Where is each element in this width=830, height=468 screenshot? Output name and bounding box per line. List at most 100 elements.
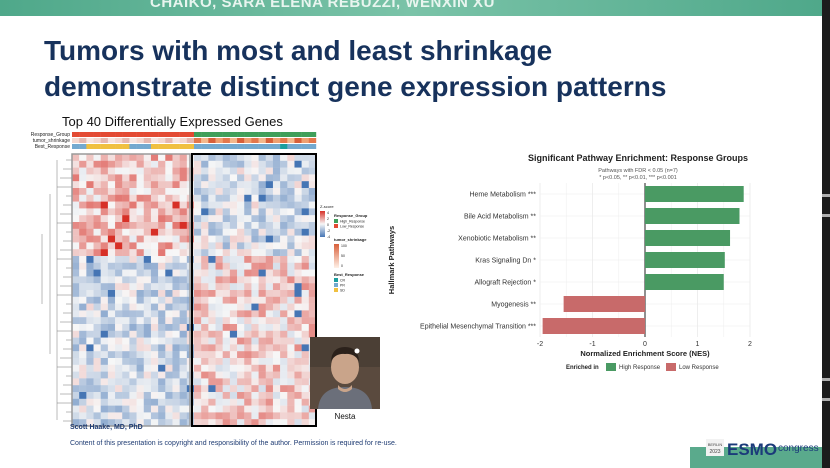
heatmap-cell xyxy=(136,262,144,270)
heatmap-cell xyxy=(251,337,259,345)
heatmap-cell xyxy=(129,154,137,161)
heatmap-cell xyxy=(122,398,130,406)
best-response-cell xyxy=(301,144,310,149)
heatmap-cell xyxy=(79,330,87,338)
heatmap-cell xyxy=(272,317,281,325)
heatmap-cell xyxy=(258,160,266,168)
heatmap-cell xyxy=(143,364,152,372)
heatmap-cell xyxy=(280,154,288,161)
heatmap-cell xyxy=(150,412,159,420)
heatmap-cell xyxy=(115,181,123,189)
heatmap-cell xyxy=(179,167,188,175)
heatmap-cell xyxy=(172,344,180,352)
heatmap-cell xyxy=(237,330,245,338)
legend-zscore-tick: -2 xyxy=(327,229,330,233)
heatmap-cell xyxy=(79,378,87,386)
heatmap-cell xyxy=(280,215,288,223)
heatmap-cell xyxy=(115,405,123,413)
heatmap-cell xyxy=(237,303,245,311)
heatmap-cell xyxy=(72,235,80,243)
heatmap-cell xyxy=(194,310,202,318)
heatmap-cell xyxy=(201,167,209,175)
best-response-cell xyxy=(136,144,144,149)
heatmap-cell xyxy=(222,201,231,209)
heatmap-cell xyxy=(301,412,310,420)
heatmap-cell xyxy=(244,188,252,195)
heatmap-cell xyxy=(208,364,216,372)
heatmap-cell xyxy=(122,324,130,331)
heatmap-cell xyxy=(244,160,252,168)
heatmap-cell xyxy=(287,154,295,161)
heatmap-cell xyxy=(287,419,295,427)
heatmap-cell xyxy=(222,317,231,325)
heatmap-cell xyxy=(100,174,109,182)
heatmap-cell xyxy=(229,269,238,277)
heatmap-cell xyxy=(208,154,216,161)
heatmap-cell xyxy=(287,228,295,236)
heatmap-cell xyxy=(158,344,166,352)
heatmap-cell xyxy=(265,385,274,393)
heatmap-cell xyxy=(72,303,80,311)
heatmap-cell xyxy=(107,371,116,379)
heatmap-cell xyxy=(172,290,180,297)
heatmap-cell xyxy=(301,256,310,263)
heatmap-cell xyxy=(229,419,238,427)
tumor-shrinkage-cell xyxy=(143,138,152,143)
heatmap-cell xyxy=(208,249,216,257)
heatmap-cell xyxy=(143,283,152,291)
heatmap-cell xyxy=(172,358,180,365)
heatmap-cell xyxy=(301,160,310,168)
heatmap-cell xyxy=(287,262,295,270)
heatmap-cell xyxy=(150,303,159,311)
heatmap-cell xyxy=(237,235,245,243)
heatmap-cell xyxy=(287,337,295,345)
heatmap-cell xyxy=(143,276,152,284)
heatmap-cell xyxy=(280,364,288,372)
heatmap-cell xyxy=(194,324,202,331)
heatmap-cell xyxy=(194,222,202,229)
heatmap-cell xyxy=(237,154,245,161)
heatmap-cell xyxy=(93,310,101,318)
heatmap-cell xyxy=(258,167,266,175)
heatmap-cell xyxy=(244,303,252,311)
heatmap-cell xyxy=(86,303,94,311)
heatmap-cell xyxy=(79,174,87,182)
heatmap-cell xyxy=(129,249,137,257)
heatmap-cell xyxy=(251,344,259,352)
heatmap-cell xyxy=(237,201,245,209)
heatmap-cell xyxy=(115,228,123,236)
heatmap-cell xyxy=(115,262,123,270)
heatmap-cell xyxy=(222,296,231,304)
heatmap-cell xyxy=(215,392,223,399)
heatmap-cell xyxy=(100,228,109,236)
heatmap-cell xyxy=(287,269,295,277)
heatmap-cell xyxy=(93,181,101,189)
pathway-label: Kras Signaling Dn * xyxy=(475,258,536,265)
heatmap-cell xyxy=(287,385,295,393)
heatmap-cell xyxy=(79,351,87,359)
heatmap-cell xyxy=(222,364,231,372)
legend-swatch xyxy=(606,363,616,371)
heatmap-cell xyxy=(194,201,202,209)
heatmap-cell xyxy=(136,201,144,209)
heatmap-cell xyxy=(143,324,152,331)
heatmap-cell xyxy=(86,324,94,331)
heatmap-cell xyxy=(229,344,238,352)
best-response-cell xyxy=(172,144,180,149)
heatmap-cell xyxy=(122,296,130,304)
heatmap-cell xyxy=(201,371,209,379)
heatmap-cell xyxy=(258,290,266,297)
heatmap-cell xyxy=(158,398,166,406)
pathway-label: Myogenesis ** xyxy=(491,302,536,309)
heatmap-cell xyxy=(136,160,144,168)
heatmap-cell xyxy=(308,215,317,223)
heatmap-cell xyxy=(165,215,173,223)
heatmap-cell xyxy=(172,181,180,189)
heatmap-cell xyxy=(150,242,159,250)
heatmap-cell xyxy=(272,310,281,318)
heatmap-cell xyxy=(265,228,274,236)
heatmap-cell xyxy=(201,215,209,223)
heatmap-cell xyxy=(272,228,281,236)
heatmap-cell xyxy=(215,405,223,413)
heatmap-cell xyxy=(237,405,245,413)
